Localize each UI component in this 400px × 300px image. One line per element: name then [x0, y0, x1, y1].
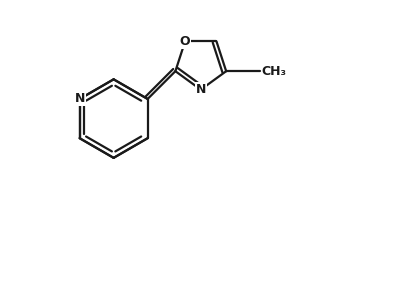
- Text: O: O: [180, 35, 190, 48]
- Text: CH₃: CH₃: [262, 65, 286, 78]
- Text: N: N: [74, 92, 85, 106]
- Text: N: N: [196, 83, 206, 96]
